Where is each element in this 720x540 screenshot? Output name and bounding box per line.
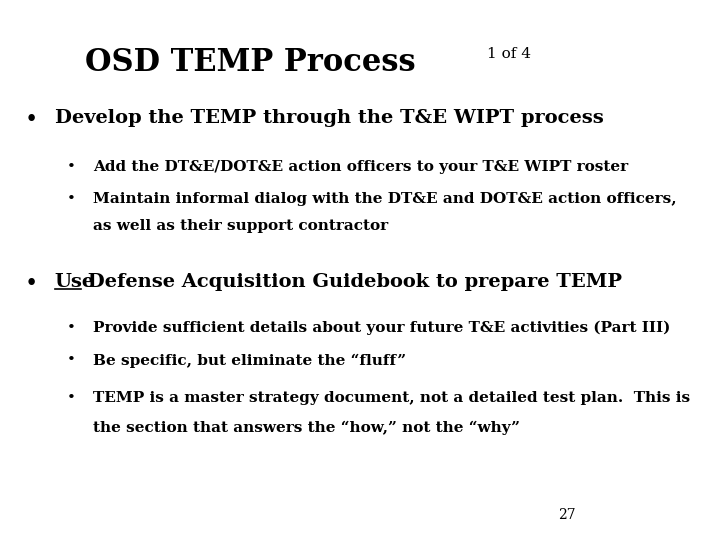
Text: •: • <box>66 391 76 405</box>
Text: Defense Acquisition Guidebook to prepare TEMP: Defense Acquisition Guidebook to prepare… <box>81 273 621 291</box>
Text: TEMP is a master strategy document, not a detailed test plan.  This is: TEMP is a master strategy document, not … <box>93 391 690 405</box>
Text: the section that answers the “how,” not the “why”: the section that answers the “how,” not … <box>93 421 520 435</box>
Text: Provide sufficient details about your future T&E activities (Part III): Provide sufficient details about your fu… <box>93 321 670 335</box>
Text: •: • <box>66 321 76 335</box>
Text: 27: 27 <box>557 509 575 523</box>
Text: Develop the TEMP through the T&E WIPT process: Develop the TEMP through the T&E WIPT pr… <box>55 109 603 127</box>
Text: Be specific, but eliminate the “fluff”: Be specific, but eliminate the “fluff” <box>93 353 406 368</box>
Text: OSD TEMP Process: OSD TEMP Process <box>84 47 415 78</box>
Text: •: • <box>66 160 76 174</box>
Text: Use: Use <box>55 273 95 291</box>
Text: 1 of 4: 1 of 4 <box>487 47 531 61</box>
Text: •: • <box>66 353 76 367</box>
Text: as well as their support contractor: as well as their support contractor <box>93 219 388 233</box>
Text: Add the DT&E/DOT&E action officers to your T&E WIPT roster: Add the DT&E/DOT&E action officers to yo… <box>93 160 629 174</box>
Text: •: • <box>25 109 38 131</box>
Text: •: • <box>66 192 76 206</box>
Text: Maintain informal dialog with the DT&E and DOT&E action officers,: Maintain informal dialog with the DT&E a… <box>93 192 677 206</box>
Text: •: • <box>25 273 38 295</box>
